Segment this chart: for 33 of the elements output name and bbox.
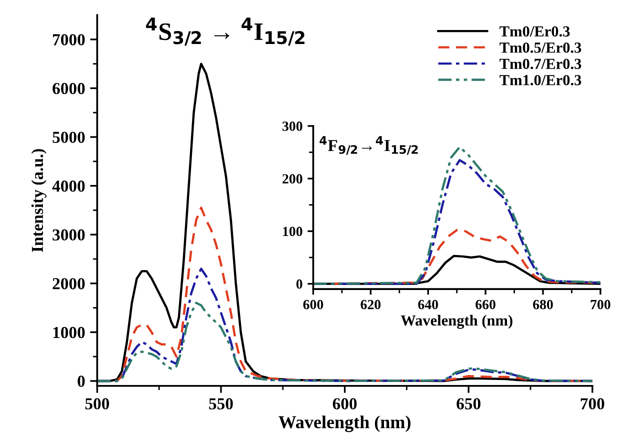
x-tick-label: 650 — [456, 398, 480, 410]
x-tick-label: 600 — [332, 398, 357, 410]
x-axis-title: Wavelength (nm) — [400, 314, 512, 329]
x-tick-label: 700 — [590, 300, 610, 310]
legend-label: Tm0.7/Er0.3 — [500, 58, 582, 70]
y-axis-title: Intensity (a.u.) — [31, 149, 46, 252]
y-tick-label: 1000 — [53, 326, 85, 338]
x-tick-label: 680 — [533, 300, 553, 310]
line-series — [97, 302, 592, 382]
x-tick-label: 550 — [209, 398, 233, 410]
legend-label: Tm0.5/Er0.3 — [500, 42, 582, 53]
y-tick-label: 7000 — [52, 34, 85, 46]
y-tick-label: 3000 — [52, 229, 85, 241]
x-tick-label: 700 — [580, 398, 604, 410]
x-tick-label: 600 — [303, 300, 324, 310]
y-tick-label: 6000 — [52, 82, 85, 94]
y-tick-label: 2000 — [52, 278, 85, 290]
x-tick-label: 620 — [360, 300, 381, 310]
y-tick-label: 0 — [296, 279, 302, 289]
x-axis-title: Wavelength (nm) — [278, 416, 410, 432]
x-tick-label: 660 — [476, 300, 496, 310]
y-tick-label: 5000 — [52, 132, 85, 143]
annotation: $^{4}$F$_{9/2}$→$^{4}$I$_{15/2}$ — [320, 136, 418, 155]
annotation: $^{4}$S$_{3/2}$ → $^{4}$I$_{15/2}$ — [146, 18, 304, 46]
x-tick-label: 500 — [85, 398, 110, 410]
y-tick-label: 100 — [283, 226, 302, 236]
y-tick-label: 0 — [78, 376, 85, 387]
legend-label: Tm0/Er0.3 — [500, 26, 570, 37]
y-tick-label: 200 — [282, 174, 302, 184]
legend-label: Tm1.0/Er0.3 — [500, 74, 582, 86]
y-tick-label: 4000 — [52, 180, 85, 192]
y-tick-label: 300 — [282, 122, 302, 131]
x-tick-label: 640 — [418, 300, 438, 310]
